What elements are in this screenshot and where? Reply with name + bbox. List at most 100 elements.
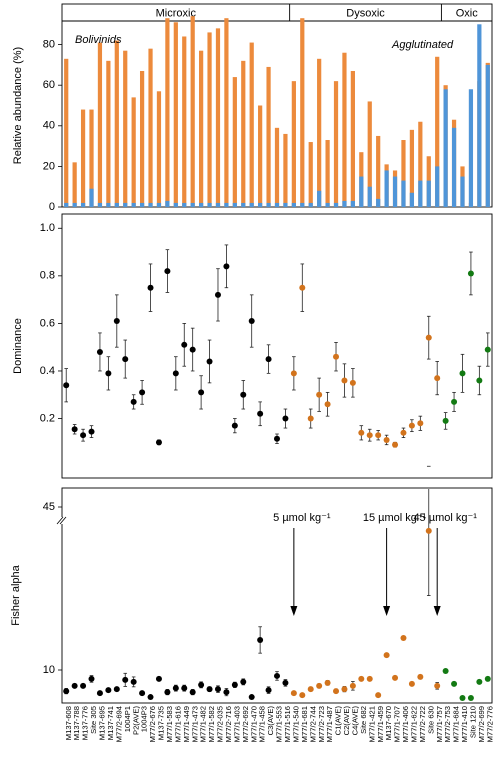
point — [366, 675, 373, 682]
point — [341, 377, 348, 384]
point — [425, 334, 432, 341]
x-tick-label: M137-735 — [157, 706, 166, 740]
annotation-arrowhead — [433, 606, 441, 616]
bar — [468, 89, 474, 207]
point — [214, 291, 221, 298]
bar — [97, 42, 103, 207]
plot-frame — [61, 213, 493, 479]
bar — [367, 186, 372, 207]
point — [366, 432, 373, 439]
x-tick-label: M137-670 — [384, 706, 393, 740]
annotation-text: 45 µmol kg⁻¹ — [413, 512, 477, 524]
point — [113, 686, 120, 693]
point — [307, 415, 314, 422]
bar — [64, 202, 69, 207]
bar — [258, 105, 263, 207]
bar — [451, 127, 457, 207]
bar — [485, 64, 490, 208]
x-tick-label: M77/1-482 — [199, 706, 208, 742]
point — [324, 401, 331, 408]
point — [383, 436, 390, 443]
x-tick-label: M77/1-421 — [367, 706, 376, 742]
bar — [443, 89, 448, 207]
bar — [418, 180, 423, 207]
point — [307, 686, 314, 693]
y-axis-label: Fisher alpha — [10, 564, 22, 625]
x-tick-label: M137-695 — [98, 706, 107, 740]
zone-label: Dysoxic — [346, 7, 385, 19]
point — [231, 681, 238, 688]
x-tick-label: 1004P3 — [140, 706, 149, 732]
x-tick-label: M77/1-459 — [376, 706, 385, 742]
point — [467, 270, 474, 277]
bar — [173, 22, 178, 207]
bar — [80, 109, 86, 207]
point — [316, 682, 323, 689]
x-tick-label: C4(AVE) — [350, 706, 359, 736]
y-tick-label: 0 — [49, 201, 55, 213]
x-tick-label: M77/1-406 — [401, 706, 410, 742]
point — [181, 685, 188, 692]
point — [434, 375, 441, 382]
point — [214, 686, 221, 693]
x-tick-label: M77/1-470 — [249, 706, 258, 742]
bar — [199, 50, 204, 207]
bar — [249, 202, 254, 207]
point — [274, 672, 280, 679]
bar — [342, 52, 347, 207]
point — [206, 358, 213, 365]
bar — [435, 56, 440, 207]
bar — [460, 176, 465, 207]
point — [198, 681, 205, 688]
point — [375, 432, 382, 439]
bar — [350, 70, 355, 208]
point — [392, 441, 399, 448]
bar — [72, 162, 77, 207]
annotation-arrowhead — [383, 606, 391, 616]
x-tick-label: M77/1-582 — [207, 706, 216, 742]
bar — [376, 198, 381, 207]
x-tick-label: C1(AVE) — [334, 706, 343, 736]
point — [164, 268, 171, 275]
bar — [123, 50, 128, 207]
y-tick-label: 45 — [43, 501, 55, 513]
x-tick-label: M77/1-583 — [165, 706, 174, 742]
bar — [274, 127, 280, 207]
y-tick-label: 20 — [43, 160, 55, 172]
x-tick-label: M77/1-757 — [435, 706, 444, 742]
y-axis-label: Relative abundance (%) — [12, 47, 24, 164]
x-tick-label: M77/2-723 — [317, 706, 326, 742]
bar — [165, 18, 170, 208]
x-tick-label: M137-741 — [106, 706, 115, 740]
x-tick-label: M77/1-540 — [291, 706, 300, 742]
point — [358, 675, 365, 682]
bar — [72, 202, 77, 207]
bar — [401, 180, 406, 207]
bar — [182, 202, 187, 207]
bar — [266, 202, 271, 207]
point — [240, 678, 247, 685]
bar — [426, 180, 431, 207]
point — [223, 263, 230, 270]
bar — [325, 202, 330, 207]
bar — [199, 202, 204, 207]
bar — [190, 16, 195, 208]
legend-label: Agglutinated — [391, 39, 454, 51]
point — [400, 634, 407, 641]
bar — [308, 202, 313, 207]
bar — [392, 176, 398, 207]
point — [333, 688, 340, 695]
x-tick-label: M77/1-616 — [173, 706, 182, 742]
point — [408, 680, 415, 687]
bar — [258, 202, 263, 207]
bar — [274, 202, 280, 207]
x-tick-label: C3(AVE) — [266, 706, 275, 736]
bar — [224, 202, 229, 207]
x-tick-label: M77/2-753 — [443, 706, 452, 742]
point — [63, 688, 70, 695]
point — [257, 636, 264, 643]
point — [417, 673, 424, 680]
point — [451, 680, 458, 687]
bar — [266, 66, 271, 208]
